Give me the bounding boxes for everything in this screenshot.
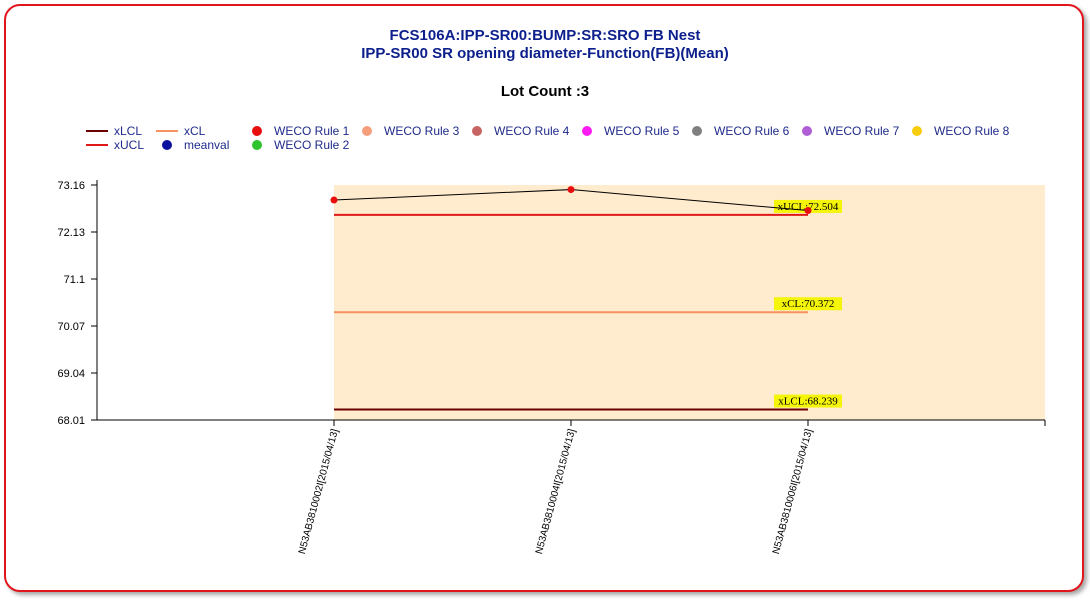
- x-tick-label: N53AB3810002I[2015/04/13]: [297, 428, 341, 556]
- ucl-label-bg: [774, 199, 842, 213]
- y-tick-label: 72.13: [57, 227, 85, 239]
- legend-dot-swatch: [362, 126, 372, 136]
- chart-subtitle: IPP-SR00 SR opening diameter-Function(FB…: [361, 45, 729, 62]
- y-tick-label: 70.07: [57, 321, 85, 333]
- legend-item[interactable]: WECO Rule 3: [356, 124, 459, 138]
- legend-dot-swatch: [162, 140, 172, 150]
- legend-label: xUCL: [114, 138, 145, 152]
- cl-label: xCL:70.372: [782, 298, 835, 310]
- legend: xLCL xCL WECO Rule 1 WECO Rule 3 WECO Rule 4…: [0, 0, 1090, 160]
- y-tick-label: 71.1: [64, 274, 85, 286]
- legend-item[interactable]: WECO Rule 4: [466, 124, 569, 138]
- legend-item[interactable]: WECO Rule 2: [246, 138, 349, 152]
- legend-line-swatch: [86, 144, 108, 146]
- cl-label-bg: [774, 297, 842, 311]
- legend-item[interactable]: xUCL: [86, 138, 144, 152]
- legend-dot-swatch: [582, 126, 592, 136]
- legend-dot-swatch: [802, 126, 812, 136]
- legend-item[interactable]: xCL: [156, 124, 205, 138]
- legend-item[interactable]: WECO Rule 5: [576, 124, 679, 138]
- plot-band: [334, 185, 1045, 420]
- y-tick-label: 73.16: [57, 180, 85, 192]
- legend-label: WECO Rule 7: [824, 124, 900, 138]
- legend-item[interactable]: WECO Rule 6: [686, 124, 789, 138]
- meanval-point: [804, 207, 812, 215]
- x-tick-label: N53AB3810006I[2015/04/13]: [771, 428, 815, 556]
- legend-line-swatch: [156, 130, 178, 132]
- meanval-point: [567, 186, 575, 194]
- legend-label: WECO Rule 8: [934, 124, 1010, 138]
- legend-dot-swatch: [472, 126, 482, 136]
- legend-label: WECO Rule 3: [384, 124, 460, 138]
- legend-item[interactable]: WECO Rule 8: [906, 124, 1009, 138]
- y-tick-label: 68.01: [57, 415, 85, 427]
- legend-label: xLCL: [114, 124, 143, 138]
- legend-label: WECO Rule 4: [494, 124, 570, 138]
- legend-dot-swatch: [912, 126, 922, 136]
- lcl-label-bg: [774, 394, 842, 408]
- meanval-point: [330, 196, 338, 204]
- chart-title: FCS106A:IPP-SR00:BUMP:SR:SRO FB Nest: [389, 27, 701, 44]
- legend-label: WECO Rule 5: [604, 124, 680, 138]
- y-tick-label: 69.04: [57, 368, 85, 380]
- legend-line-swatch: [86, 130, 108, 132]
- legend-dot-swatch: [252, 126, 262, 136]
- legend-item[interactable]: WECO Rule 7: [796, 124, 899, 138]
- legend-label: xCL: [184, 124, 206, 138]
- legend-label: meanval: [184, 138, 230, 152]
- legend-label: WECO Rule 1: [274, 124, 350, 138]
- legend-dot-swatch: [692, 126, 702, 136]
- legend-item[interactable]: WECO Rule 1: [246, 124, 349, 138]
- ucl-label: xUCL:72.504: [778, 201, 839, 213]
- legend-dot-swatch: [252, 140, 262, 150]
- legend-label: WECO Rule 6: [714, 124, 790, 138]
- lcl-label: xLCL:68.239: [778, 396, 838, 408]
- x-tick-label: N53AB3810004I[2015/04/13]: [534, 428, 578, 556]
- lot-count: Lot Count :3: [500, 83, 590, 100]
- legend-item[interactable]: meanval: [156, 138, 229, 152]
- legend-item[interactable]: xLCL: [86, 124, 142, 138]
- legend-label: WECO Rule 2: [274, 138, 350, 152]
